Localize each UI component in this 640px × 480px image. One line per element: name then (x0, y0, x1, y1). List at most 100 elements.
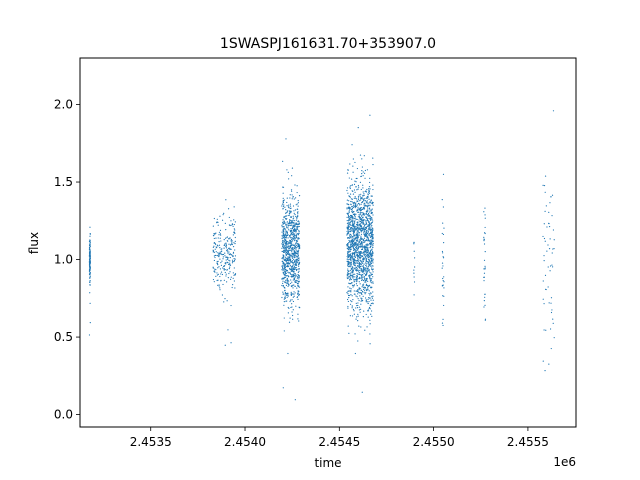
data-point (364, 262, 367, 264)
data-point (218, 266, 220, 268)
data-point (296, 233, 298, 235)
data-point (285, 270, 287, 272)
data-point (369, 247, 371, 249)
data-point (296, 277, 299, 279)
data-point (365, 231, 367, 233)
data-point (349, 216, 351, 219)
data-point (357, 231, 359, 233)
data-point (362, 221, 364, 223)
data-point (368, 271, 371, 273)
data-point (365, 191, 368, 193)
data-point (234, 221, 236, 223)
data-point (347, 229, 349, 231)
data-point (371, 230, 373, 232)
data-point (366, 267, 368, 269)
data-point (363, 275, 365, 278)
data-point (347, 228, 350, 230)
data-point (356, 200, 358, 202)
data-point (227, 257, 229, 259)
data-point (290, 306, 292, 309)
data-point (484, 214, 486, 216)
data-point (297, 318, 299, 320)
data-point (360, 208, 362, 211)
data-point (366, 268, 368, 270)
data-point (356, 272, 358, 275)
data-point (290, 291, 292, 294)
data-point (350, 260, 352, 262)
data-point (441, 199, 443, 201)
data-point (365, 274, 367, 277)
data-point (283, 250, 285, 252)
data-point (359, 240, 361, 242)
data-point (354, 249, 356, 251)
data-point (352, 190, 354, 192)
data-point (346, 208, 348, 210)
data-point (218, 240, 220, 243)
data-point (350, 214, 352, 217)
data-point (295, 234, 298, 236)
data-point (346, 233, 349, 235)
data-point (358, 254, 361, 256)
data-point (289, 203, 292, 205)
data-point (294, 225, 296, 227)
data-point (347, 294, 350, 297)
data-point (350, 233, 352, 236)
data-point (231, 240, 233, 242)
data-point (364, 227, 367, 229)
data-point (284, 256, 286, 258)
data-point (296, 252, 298, 254)
data-point (288, 204, 290, 206)
data-point (295, 215, 297, 218)
data-point (292, 215, 294, 217)
data-point (346, 260, 348, 262)
data-point (357, 223, 359, 225)
data-point (291, 275, 293, 277)
data-point (285, 269, 287, 271)
data-point (282, 245, 284, 247)
data-point (286, 248, 288, 251)
data-point (350, 265, 352, 267)
data-point (89, 268, 91, 270)
data-point (285, 253, 287, 255)
data-point (362, 279, 365, 282)
data-point (291, 249, 293, 251)
data-point (365, 246, 367, 248)
data-point (289, 249, 291, 252)
data-point (349, 163, 351, 165)
data-point (351, 144, 353, 146)
data-point (219, 258, 221, 260)
data-point (366, 326, 368, 328)
data-point (292, 268, 294, 270)
x-axis-offset-label: 1e6 (553, 455, 576, 469)
data-point (359, 273, 361, 276)
data-point (281, 296, 283, 299)
data-point (297, 242, 299, 245)
data-point (291, 247, 293, 249)
data-point (284, 266, 286, 269)
data-point (551, 309, 553, 311)
data-point (348, 225, 350, 227)
data-point (285, 251, 288, 254)
data-point (369, 207, 371, 209)
data-point (229, 237, 231, 239)
data-point (366, 277, 368, 280)
data-point (366, 220, 368, 222)
data-point (361, 297, 363, 300)
data-point (363, 228, 365, 230)
data-point (282, 293, 284, 295)
data-point (213, 237, 215, 240)
data-point (224, 222, 226, 224)
data-point (366, 238, 368, 240)
data-point (89, 322, 91, 324)
data-point (288, 246, 290, 248)
data-point (296, 191, 298, 194)
data-point (353, 260, 356, 262)
data-point (292, 267, 295, 269)
data-point (542, 298, 544, 300)
data-point (89, 281, 91, 283)
data-point (284, 241, 286, 243)
data-point (353, 221, 355, 223)
data-point (284, 273, 287, 275)
data-point (442, 324, 444, 327)
data-point (281, 226, 283, 228)
